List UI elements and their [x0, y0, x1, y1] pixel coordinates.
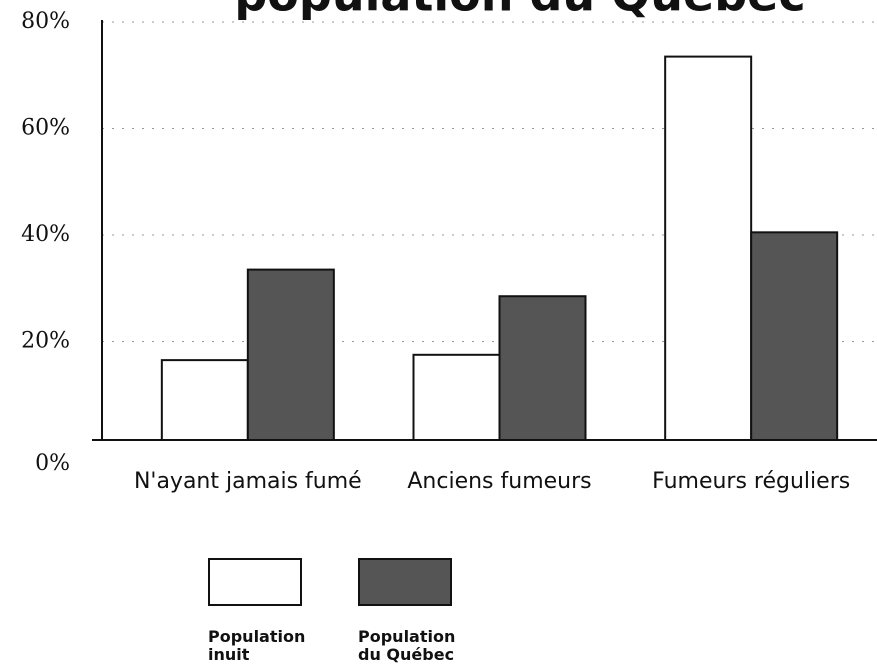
x-tick-label: Fumeurs réguliers: [652, 469, 850, 494]
bar: [160, 359, 249, 441]
chart-title: population du Québec: [234, 0, 805, 22]
y-tick-label: 80%: [21, 9, 70, 34]
bar: [664, 55, 753, 441]
y-tick-label: 60%: [21, 116, 70, 141]
bar: [498, 295, 587, 441]
bar: [412, 353, 501, 441]
y-tick-label: 0%: [35, 451, 70, 476]
y-tick-label: 40%: [21, 222, 70, 247]
legend-swatch: [358, 558, 452, 606]
x-tick-label: N'ayant jamais fumé: [134, 469, 362, 494]
legend-label: Population du Québec: [358, 627, 456, 664]
bar: [246, 268, 335, 441]
x-tick-label: Anciens fumeurs: [407, 469, 591, 494]
y-tick-label: 20%: [21, 329, 70, 354]
legend-label: Population inuit: [208, 627, 306, 664]
bar: [750, 231, 839, 441]
legend-swatch: [208, 558, 302, 606]
